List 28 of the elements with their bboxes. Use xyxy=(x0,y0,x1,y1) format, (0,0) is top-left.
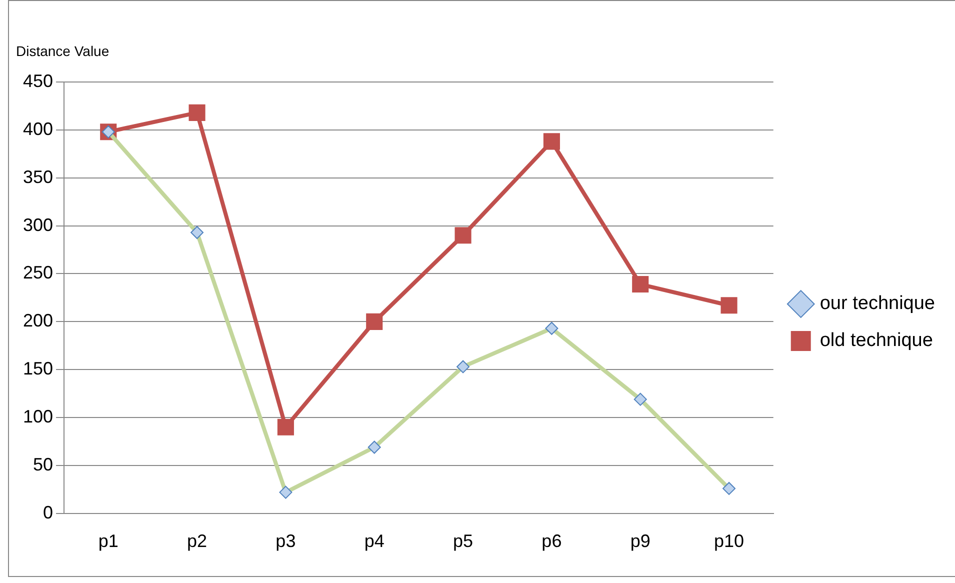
point xyxy=(720,297,738,314)
y-tick-label: 450 xyxy=(22,70,54,91)
point xyxy=(543,133,560,150)
legend-label: old technique xyxy=(820,330,933,352)
y-tick-label: 50 xyxy=(33,454,54,474)
x-tick-label: p9 xyxy=(630,531,650,552)
legend-label: our technique xyxy=(820,293,936,314)
y-tick-label: 200 xyxy=(22,310,54,331)
x-tick-label: p5 xyxy=(453,531,474,552)
y-tick-label: 300 xyxy=(22,214,54,235)
point xyxy=(366,313,383,330)
y-axis-title: Distance Value xyxy=(16,42,110,59)
y-tick-label: 250 xyxy=(22,262,54,283)
y-tick-label: 100 xyxy=(22,406,54,426)
x-tick-label: p3 xyxy=(276,531,296,552)
y-tick-label: 400 xyxy=(22,118,54,139)
y-tick-label: 350 xyxy=(22,166,54,187)
x-tick-label: p10 xyxy=(714,531,744,552)
y-tick-label: 150 xyxy=(22,358,54,379)
point xyxy=(454,227,472,244)
x-tick-label: p1 xyxy=(98,531,118,552)
point xyxy=(632,276,649,293)
point xyxy=(188,104,206,121)
point xyxy=(277,418,294,436)
y-tick-label: 0 xyxy=(43,502,54,522)
x-tick-label: p4 xyxy=(364,531,384,552)
x-tick-label: p6 xyxy=(542,531,562,552)
x-tick-label: p2 xyxy=(187,531,208,552)
